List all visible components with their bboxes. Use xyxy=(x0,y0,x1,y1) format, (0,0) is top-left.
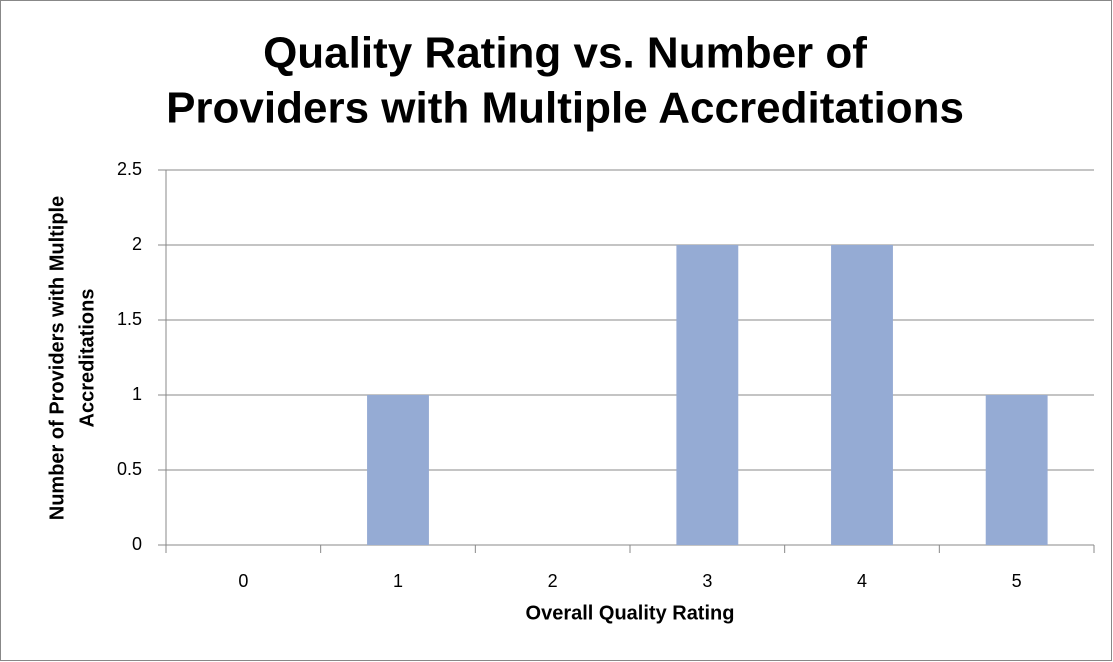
y-tick-label: 2 xyxy=(132,234,142,254)
x-tick-label: 5 xyxy=(1012,571,1022,591)
x-axis-label: Overall Quality Rating xyxy=(526,602,735,624)
bar xyxy=(831,245,893,545)
x-tick-label: 1 xyxy=(393,571,403,591)
y-tick-label: 0 xyxy=(132,534,142,554)
y-tick-label: 0.5 xyxy=(117,459,142,479)
y-axis-label: Accreditations xyxy=(76,289,98,428)
y-tick-label: 1 xyxy=(132,384,142,404)
x-tick-label: 4 xyxy=(857,571,867,591)
x-tick-label: 2 xyxy=(548,571,558,591)
bar xyxy=(367,395,429,545)
bar xyxy=(676,245,739,545)
chart-title: Providers with Multiple Accreditations xyxy=(166,84,964,133)
bar xyxy=(985,395,1048,545)
y-axis-label: Number of Providers with Multiple xyxy=(46,196,68,520)
y-tick-label: 1.5 xyxy=(117,309,142,329)
x-tick-label: 0 xyxy=(238,571,248,591)
y-tick-label: 2.5 xyxy=(117,159,142,179)
chart-title: Quality Rating vs. Number of xyxy=(263,29,867,78)
x-tick-label: 3 xyxy=(702,571,712,591)
